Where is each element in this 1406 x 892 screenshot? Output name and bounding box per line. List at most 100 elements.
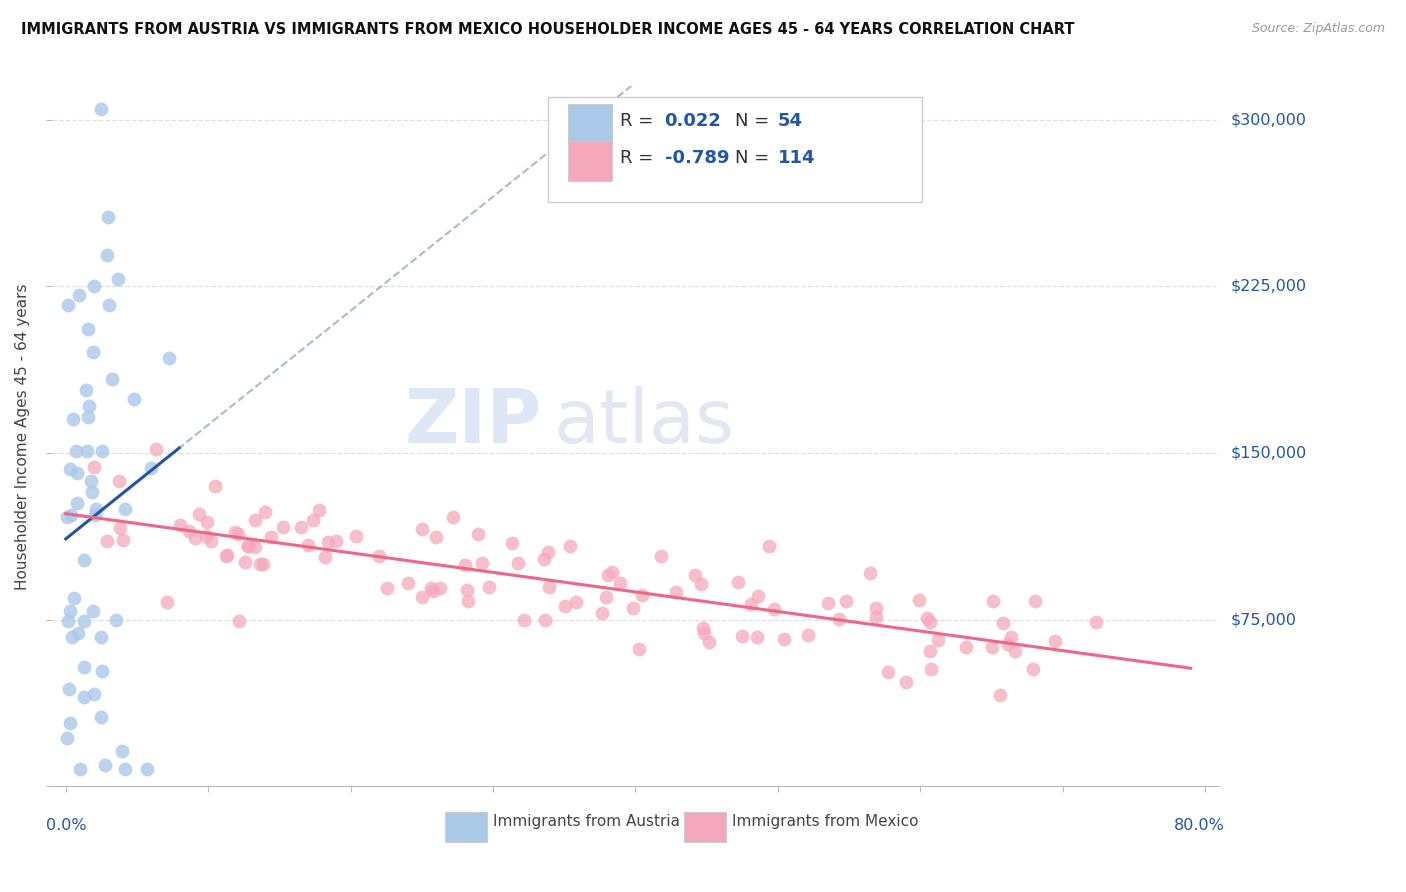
Point bbox=[110, 744, 132, 758]
Y-axis label: Householder Income Ages 45 - 64 years: Householder Income Ages 45 - 64 years bbox=[15, 283, 30, 590]
Text: $75,000: $75,000 bbox=[1230, 612, 1296, 627]
Point bbox=[1085, 615, 1108, 629]
Point bbox=[419, 581, 441, 595]
Text: 0.0%: 0.0% bbox=[45, 818, 86, 833]
Point bbox=[697, 634, 720, 648]
Text: 0.022: 0.022 bbox=[665, 112, 721, 130]
Point bbox=[66, 626, 89, 640]
Point bbox=[236, 539, 259, 553]
Point bbox=[325, 534, 347, 549]
Point bbox=[467, 526, 489, 541]
Point bbox=[665, 585, 688, 599]
Point bbox=[920, 662, 942, 676]
Point bbox=[66, 496, 89, 510]
Text: N =: N = bbox=[735, 150, 775, 168]
Point bbox=[595, 590, 617, 604]
Text: N =: N = bbox=[735, 112, 775, 130]
Point bbox=[136, 762, 159, 776]
Point bbox=[650, 549, 672, 564]
Point bbox=[894, 675, 917, 690]
Point bbox=[73, 660, 96, 674]
Text: 80.0%: 80.0% bbox=[1174, 818, 1225, 833]
Point bbox=[772, 632, 794, 647]
Point bbox=[72, 552, 94, 566]
Point bbox=[731, 629, 754, 643]
Point bbox=[82, 345, 104, 359]
Point bbox=[169, 517, 191, 532]
Text: R =: R = bbox=[620, 150, 659, 168]
Point bbox=[59, 508, 82, 523]
Point bbox=[76, 443, 98, 458]
Point bbox=[75, 383, 97, 397]
FancyBboxPatch shape bbox=[685, 812, 727, 842]
Text: 54: 54 bbox=[778, 112, 803, 130]
Text: R =: R = bbox=[620, 112, 659, 130]
Point bbox=[758, 539, 780, 553]
Point bbox=[980, 640, 1002, 654]
Point bbox=[226, 527, 249, 541]
Point bbox=[425, 530, 447, 544]
Point bbox=[762, 602, 785, 616]
Point bbox=[471, 556, 494, 570]
Point bbox=[101, 372, 124, 386]
Point bbox=[82, 485, 104, 500]
Point bbox=[817, 596, 839, 610]
Point bbox=[228, 614, 250, 628]
FancyBboxPatch shape bbox=[568, 142, 612, 181]
Point bbox=[260, 530, 283, 544]
Text: ZIP: ZIP bbox=[405, 386, 541, 458]
Point bbox=[513, 613, 536, 627]
Point bbox=[560, 539, 582, 553]
Point bbox=[955, 640, 977, 655]
Point bbox=[609, 575, 631, 590]
Text: $300,000: $300,000 bbox=[1230, 112, 1306, 128]
Point bbox=[740, 597, 762, 611]
Point bbox=[179, 524, 201, 538]
Text: Immigrants from Mexico: Immigrants from Mexico bbox=[733, 814, 920, 829]
Point bbox=[111, 533, 134, 547]
Point bbox=[411, 522, 433, 536]
Point bbox=[91, 444, 114, 458]
Point bbox=[314, 550, 336, 565]
Point bbox=[997, 636, 1019, 650]
Point bbox=[538, 580, 561, 594]
Point bbox=[501, 536, 523, 550]
Point bbox=[534, 613, 557, 627]
Point bbox=[456, 582, 478, 597]
Text: 114: 114 bbox=[778, 150, 815, 168]
Point bbox=[155, 595, 177, 609]
Text: Immigrants from Austria: Immigrants from Austria bbox=[494, 814, 681, 829]
Point bbox=[66, 467, 89, 481]
Point bbox=[301, 512, 323, 526]
Point bbox=[908, 593, 931, 607]
Point bbox=[602, 565, 624, 579]
Point bbox=[533, 552, 555, 566]
Text: $150,000: $150,000 bbox=[1230, 445, 1306, 460]
Point bbox=[200, 534, 222, 549]
Point bbox=[988, 688, 1011, 702]
Point bbox=[591, 606, 613, 620]
Point bbox=[253, 505, 276, 519]
Point bbox=[537, 545, 560, 559]
Point bbox=[56, 298, 79, 312]
Point bbox=[97, 298, 120, 312]
Point bbox=[82, 604, 104, 618]
FancyBboxPatch shape bbox=[446, 812, 486, 842]
Point bbox=[915, 611, 938, 625]
Point bbox=[454, 558, 477, 573]
Point bbox=[693, 626, 716, 640]
Point bbox=[195, 528, 218, 542]
Point bbox=[215, 549, 238, 564]
Text: atlas: atlas bbox=[554, 386, 735, 458]
Point bbox=[94, 758, 117, 772]
Point bbox=[139, 461, 162, 475]
Point bbox=[628, 641, 651, 656]
Text: -0.789: -0.789 bbox=[665, 150, 730, 168]
Point bbox=[565, 595, 588, 609]
Point bbox=[62, 412, 84, 426]
Point bbox=[271, 519, 294, 533]
Point bbox=[73, 690, 96, 705]
Point bbox=[344, 529, 367, 543]
FancyBboxPatch shape bbox=[548, 97, 921, 202]
Point bbox=[77, 410, 100, 425]
